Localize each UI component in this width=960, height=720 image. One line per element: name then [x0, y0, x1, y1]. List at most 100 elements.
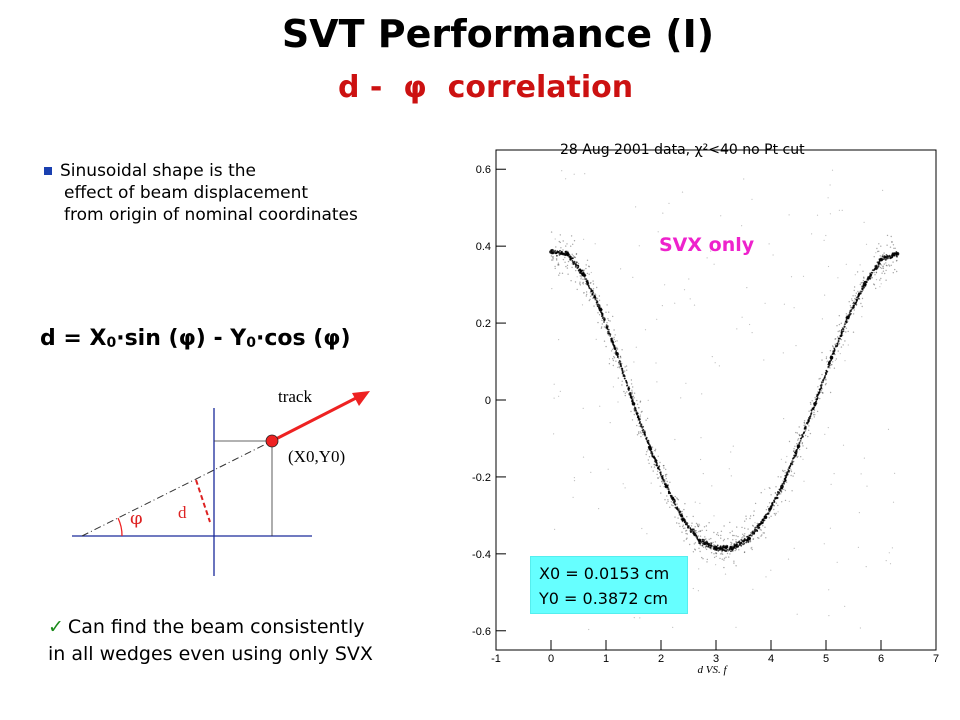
series-point: [862, 282, 867, 287]
x-tick-label: 3: [713, 653, 719, 665]
data-point: [805, 447, 808, 449]
data-point: [627, 386, 630, 389]
data-point: [843, 326, 845, 328]
data-point: [668, 490, 671, 493]
data-point: [693, 543, 695, 545]
data-point: [653, 455, 655, 457]
data-point: [638, 407, 640, 409]
data-point: [648, 456, 651, 458]
data-point: [829, 362, 832, 364]
data-point: [803, 480, 805, 482]
data-point: [711, 356, 713, 358]
data-point: [702, 558, 704, 560]
data-point: [683, 521, 686, 524]
data-point: [695, 535, 698, 537]
data-point: [656, 318, 658, 320]
data-point: [710, 544, 712, 547]
data-point: [663, 467, 665, 469]
data-point: [681, 514, 684, 517]
data-point: [598, 314, 601, 316]
data-point: [575, 253, 578, 255]
data-point: [784, 472, 786, 474]
data-point: [774, 492, 777, 494]
data-point: [745, 540, 748, 542]
data-point: [856, 271, 859, 273]
data-point: [667, 500, 669, 503]
data-point: [697, 590, 699, 592]
data-point: [698, 542, 700, 544]
data-point: [648, 462, 650, 465]
data-point: [825, 379, 827, 381]
data-point: [796, 613, 798, 615]
data-point: [588, 273, 590, 275]
data-point: [779, 489, 781, 491]
data-point: [593, 305, 595, 307]
data-point: [803, 422, 806, 424]
data-point: [775, 486, 777, 488]
data-point: [592, 288, 595, 290]
data-point: [732, 534, 734, 537]
data-point: [557, 264, 560, 266]
data-point: [885, 262, 887, 264]
data-point: [861, 297, 864, 300]
data-point: [624, 377, 626, 380]
data-point: [617, 401, 619, 403]
data-point: [694, 534, 696, 537]
data-point: [563, 253, 566, 256]
data-point: [739, 541, 741, 544]
data-point: [871, 269, 874, 272]
data-point: [630, 396, 633, 398]
data-point: [777, 490, 779, 493]
data-point: [801, 435, 804, 438]
data-point: [552, 257, 554, 260]
data-point: [610, 350, 613, 352]
data-point: [624, 392, 626, 394]
data-point: [558, 254, 561, 256]
data-point: [633, 410, 636, 412]
data-point: [572, 262, 575, 265]
data-point: [622, 371, 624, 374]
data-point: [572, 496, 574, 498]
data-point: [714, 362, 716, 364]
data-point: [861, 285, 864, 288]
data-point: [878, 265, 880, 267]
data-point: [828, 364, 831, 367]
data-point: [588, 265, 590, 267]
data-point: [616, 348, 619, 350]
data-point: [629, 393, 632, 396]
data-point: [668, 202, 670, 204]
data-point: [784, 475, 787, 477]
data-point: [720, 547, 723, 549]
data-point: [701, 544, 704, 547]
data-point: [883, 252, 885, 254]
data-point: [860, 302, 862, 305]
data-point: [677, 508, 680, 510]
data-point: [659, 476, 661, 478]
data-point: [687, 527, 689, 529]
data-point: [858, 298, 861, 300]
data-point: [839, 353, 841, 355]
data-point: [638, 245, 640, 247]
data-point: [787, 558, 790, 560]
data-point: [891, 255, 894, 257]
data-point: [786, 473, 789, 476]
data-point: [597, 305, 600, 307]
data-point: [856, 303, 858, 306]
data-point: [613, 355, 615, 358]
data-point: [574, 262, 576, 264]
data-point: [749, 517, 751, 520]
data-point: [828, 589, 830, 591]
svx-only-label: SVX only: [659, 234, 755, 256]
data-point: [715, 552, 718, 555]
data-point: [633, 405, 636, 408]
data-point: [889, 257, 892, 260]
data-point: [605, 324, 608, 326]
data-point: [711, 485, 713, 487]
data-point: [851, 299, 853, 302]
data-point: [612, 315, 614, 318]
data-point: [633, 409, 636, 411]
data-point: [874, 265, 876, 267]
square-bullet-icon: [44, 167, 52, 175]
data-point: [665, 477, 667, 480]
data-point: [685, 529, 688, 532]
